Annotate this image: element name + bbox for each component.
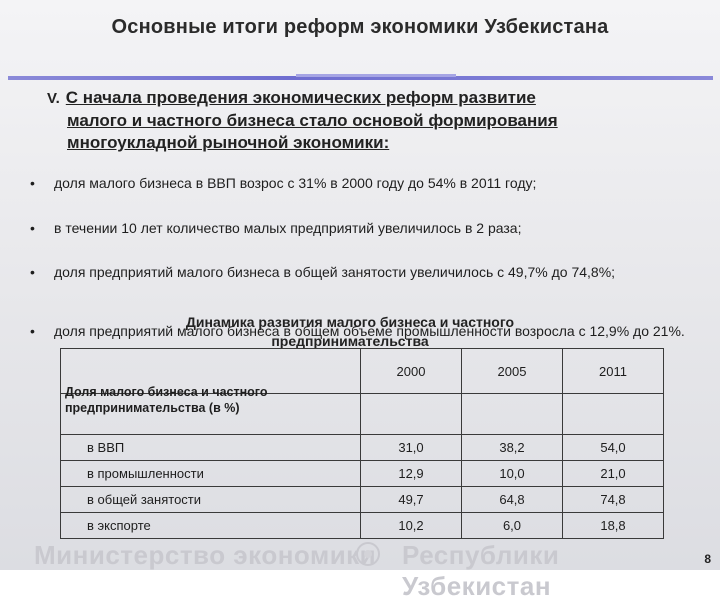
table-cell: 38,2: [461, 434, 563, 461]
table-row: в экспорте 10,2 6,0 18,8: [60, 512, 664, 539]
table-group-row: Доля малого бизнеса и частного предприни…: [60, 385, 664, 435]
bullet-dot-icon: •: [30, 323, 35, 339]
table-header-row: 2000 2005 2011: [60, 348, 664, 394]
table-row: в общей занятости 49,7 64,8 74,8: [60, 486, 664, 513]
table-cell: 74,8: [562, 486, 664, 513]
state-emblem-icon: [356, 542, 380, 566]
table-cell: [461, 393, 563, 435]
table-cell: 31,0: [360, 434, 462, 461]
heading-line-1: С начала проведения экономических реформ…: [65, 88, 536, 107]
group-label: Доля малого бизнеса и частного предприни…: [65, 385, 268, 415]
table-cell: 21,0: [562, 460, 664, 487]
bullet-list: • доля малого бизнеса в ВВП возрос с 31%…: [30, 176, 690, 339]
year-header: 2005: [461, 348, 563, 394]
table-cell: 10,0: [461, 460, 563, 487]
row-label: в экспорте: [60, 512, 361, 539]
bullet-text: в течении 10 лет количество малых предпр…: [54, 220, 522, 236]
year-header: 2000: [360, 348, 462, 394]
table-cell: 64,8: [461, 486, 563, 513]
bullet-text: доля предприятий малого бизнеса в общем …: [54, 323, 685, 339]
group-label-cell: Доля малого бизнеса и частного предприни…: [60, 385, 361, 435]
page-number: 8: [704, 552, 711, 566]
footer-ministry-text: Министерство экономики: [34, 540, 377, 570]
row-label: в ВВП: [60, 434, 361, 461]
bullet-dot-icon: •: [30, 175, 35, 191]
heading-line-2: малого и частного бизнеса стало основой …: [67, 111, 558, 130]
row-label: в общей занятости: [60, 486, 361, 513]
section-number: V.: [47, 90, 60, 107]
table-cell: 54,0: [562, 434, 664, 461]
header-empty-cell: [60, 348, 361, 394]
table-title-line-2: предпринимательства: [271, 333, 429, 349]
table-cell: 12,9: [360, 460, 462, 487]
table-cell: 6,0: [461, 512, 563, 539]
table-cell: [562, 393, 664, 435]
section-heading: V. С начала проведения экономических рефо…: [47, 87, 687, 154]
bullet-text: доля предприятий малого бизнеса в общей …: [54, 264, 616, 280]
slide-title: Основные итоги реформ экономики Узбекист…: [111, 16, 609, 38]
bullet-item: • доля предприятий малого бизнеса в обще…: [30, 265, 690, 280]
table-cell: [360, 393, 462, 435]
heading-line-3: многоукладной рыночной экономики:: [67, 133, 390, 152]
bullet-dot-icon: •: [30, 220, 35, 236]
title-divider: [8, 76, 713, 80]
footer-republic-text: Республики Узбекистан: [402, 540, 560, 601]
row-label: в промышленности: [60, 460, 361, 487]
table-cell: 18,8: [562, 512, 664, 539]
bullet-item: • доля предприятий малого бизнеса в обще…: [30, 324, 690, 339]
table-title-line-1: Динамика развития малого бизнеса и частн…: [185, 314, 515, 330]
bullet-dot-icon: •: [30, 264, 35, 280]
data-table: 2000 2005 2011 Доля малого бизнеса и час…: [60, 348, 664, 539]
table-row: в ВВП 31,0 38,2 54,0: [60, 434, 664, 461]
bullet-text: доля малого бизнеса в ВВП возрос с 31% в…: [54, 175, 537, 191]
bullet-item: • в течении 10 лет количество малых пред…: [30, 221, 690, 236]
table-row: в промышленности 12,9 10,0 21,0: [60, 460, 664, 487]
table-cell: 49,7: [360, 486, 462, 513]
table-title: Динамика развития малого бизнеса и частн…: [140, 313, 560, 351]
title-divider-highlight: [296, 74, 456, 77]
bullet-item: • доля малого бизнеса в ВВП возрос с 31%…: [30, 176, 690, 191]
table-cell: 10,2: [360, 512, 462, 539]
year-header: 2011: [562, 348, 664, 394]
